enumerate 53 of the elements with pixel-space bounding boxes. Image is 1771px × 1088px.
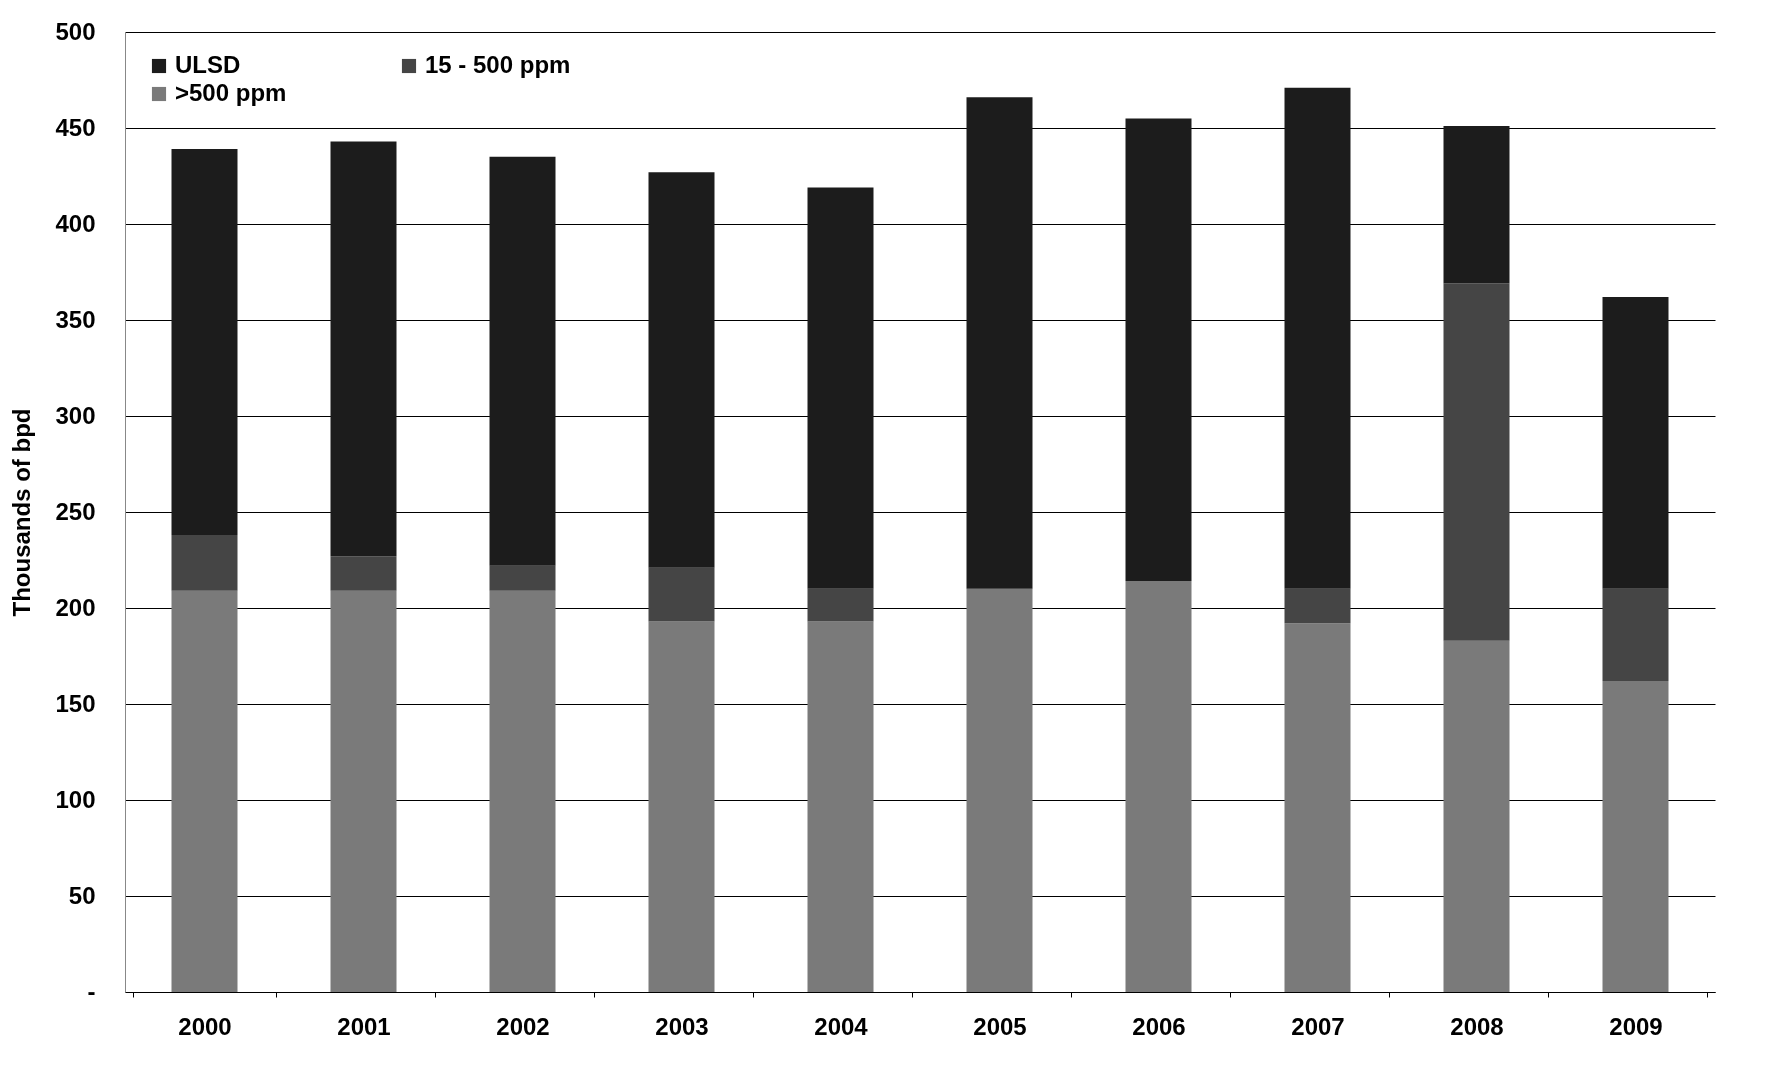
bar xyxy=(1284,87,1351,589)
bar xyxy=(1443,283,1510,641)
legend-label: >500 ppm xyxy=(175,79,287,106)
bar xyxy=(489,565,556,591)
bar xyxy=(807,187,874,589)
y-tick-label: 200 xyxy=(55,593,96,621)
x-tick-label: 2001 xyxy=(337,1012,391,1040)
bar xyxy=(330,141,397,557)
y-tick-label: 450 xyxy=(55,113,96,141)
bar xyxy=(171,149,238,536)
bar xyxy=(1602,680,1669,992)
x-tick-label: 2007 xyxy=(1291,1012,1345,1040)
legend-label: 15 - 500 ppm xyxy=(425,51,571,78)
y-tick-label: 500 xyxy=(55,17,96,45)
bar xyxy=(171,590,238,992)
y-tick-label: 50 xyxy=(68,881,96,909)
bar xyxy=(1443,126,1510,284)
bar xyxy=(330,590,397,992)
x-tick-label: 2009 xyxy=(1609,1012,1663,1040)
bar xyxy=(966,588,1033,992)
bar xyxy=(1443,640,1510,992)
x-tick-label: 2005 xyxy=(973,1012,1027,1040)
y-tick-label: 250 xyxy=(55,497,96,525)
x-tick-label: 2003 xyxy=(655,1012,709,1040)
legend-label: ULSD xyxy=(175,51,241,78)
bar xyxy=(1125,581,1192,992)
y-tick-label: 350 xyxy=(55,305,96,333)
bar xyxy=(1284,588,1351,624)
bar xyxy=(648,621,715,992)
bar xyxy=(330,556,397,591)
bar xyxy=(807,621,874,992)
bar xyxy=(1602,588,1669,681)
bar xyxy=(966,97,1033,589)
bar xyxy=(1125,118,1192,582)
bar xyxy=(648,172,715,568)
x-tick-label: 2006 xyxy=(1132,1012,1186,1040)
x-tick-label: 2008 xyxy=(1450,1012,1504,1040)
bar xyxy=(807,588,874,622)
y-tick-label: 400 xyxy=(55,209,96,237)
bar xyxy=(489,156,556,566)
x-tick-label: 2002 xyxy=(496,1012,550,1040)
bar xyxy=(1602,296,1669,589)
y-tick-label: 150 xyxy=(55,689,96,717)
x-tick-label: 2004 xyxy=(814,1012,869,1040)
y-tick-label: 100 xyxy=(55,785,96,813)
bar xyxy=(1284,623,1351,992)
y-tick-label: - xyxy=(87,977,96,1005)
bar xyxy=(171,535,238,591)
bar xyxy=(648,567,715,622)
x-tick-label: 2000 xyxy=(178,1012,232,1040)
y-axis-title: Thousands of bpd xyxy=(8,408,36,617)
bar xyxy=(489,590,556,992)
y-tick-label: 300 xyxy=(55,401,96,429)
